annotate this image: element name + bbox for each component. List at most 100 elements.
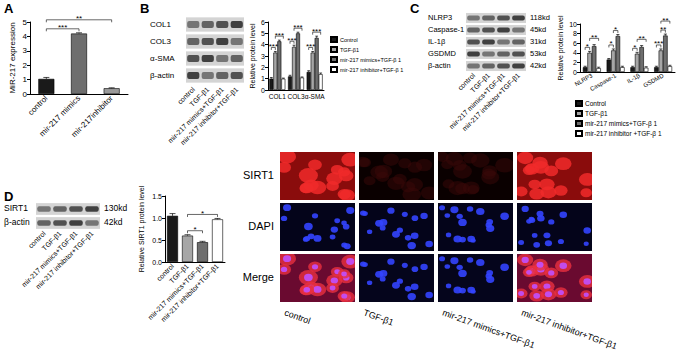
- svg-text:0.5: 0.5: [152, 237, 162, 244]
- svg-text:Control: Control: [340, 37, 358, 43]
- svg-text:**: **: [591, 33, 597, 42]
- svg-text:*: *: [610, 39, 613, 48]
- svg-text:Control: Control: [585, 100, 607, 107]
- svg-text:0: 0: [23, 90, 28, 99]
- svg-text:mir-217 mimics+TGF-β1: mir-217 mimics+TGF-β1: [147, 262, 206, 321]
- svg-text:Relative protein level: Relative protein level: [249, 23, 257, 88]
- svg-text:GSDMD: GSDMD: [642, 72, 665, 89]
- svg-text:Relative SIRT1 protein level: Relative SIRT1 protein level: [138, 185, 146, 272]
- svg-text:**: **: [662, 16, 668, 25]
- svg-text:COL3: COL3: [288, 93, 305, 100]
- svg-text:mir-217 mimics+TGF-β 1: mir-217 mimics+TGF-β 1: [585, 120, 658, 128]
- svg-text:42kd: 42kd: [530, 61, 546, 70]
- svg-text:42kd: 42kd: [104, 217, 123, 227]
- svg-text:mir-217 mimics+TGF-β1: mir-217 mimics+TGF-β1: [20, 230, 79, 289]
- svg-text:***: ***: [312, 27, 321, 36]
- svg-text:*: *: [201, 209, 204, 218]
- svg-text:3: 3: [23, 46, 28, 55]
- svg-text:*: *: [614, 25, 617, 34]
- svg-text:*: *: [193, 225, 196, 234]
- svg-text:DAPI: DAPI: [248, 220, 274, 232]
- svg-text:***: ***: [293, 23, 302, 32]
- svg-text:Caspase-1: Caspase-1: [589, 72, 618, 92]
- svg-text:45kd: 45kd: [530, 25, 546, 34]
- svg-text:10: 10: [569, 21, 577, 28]
- svg-text:5: 5: [23, 18, 28, 27]
- svg-text:***: ***: [287, 36, 296, 45]
- svg-text:mir-217 mimics+TGF-β1: mir-217 mimics+TGF-β1: [441, 307, 537, 351]
- svg-text:TGF-β1: TGF-β1: [340, 47, 359, 53]
- svg-text:8: 8: [573, 30, 577, 37]
- svg-text:31kd: 31kd: [530, 37, 546, 46]
- svg-text:118kd: 118kd: [530, 13, 550, 22]
- svg-text:A: A: [4, 1, 14, 16]
- svg-text:**: **: [660, 25, 666, 34]
- svg-text:6: 6: [573, 40, 577, 47]
- svg-text:0: 0: [261, 87, 265, 94]
- svg-text:β-actin: β-actin: [428, 61, 451, 70]
- svg-text:SIRT1: SIRT1: [243, 169, 274, 181]
- svg-text:COL1: COL1: [269, 93, 286, 100]
- svg-text:***: ***: [269, 42, 278, 51]
- svg-text:mir-217 mimics+TGF-β 1: mir-217 mimics+TGF-β 1: [340, 57, 401, 63]
- svg-text:***: ***: [306, 42, 315, 51]
- svg-text:4: 4: [573, 49, 577, 56]
- svg-text:MiR-217 expression: MiR-217 expression: [8, 22, 17, 93]
- svg-text:control: control: [283, 308, 312, 327]
- svg-text:TGF-β1: TGF-β1: [585, 110, 608, 118]
- svg-text:COL3: COL3: [150, 37, 171, 46]
- svg-text:***: ***: [654, 39, 663, 48]
- svg-text:COL1: COL1: [150, 20, 171, 29]
- svg-text:mir-217 inhibitor +TGF-β 1: mir-217 inhibitor +TGF-β 1: [585, 130, 662, 138]
- svg-text:NLRP3: NLRP3: [428, 13, 452, 22]
- svg-text:mir-217 inhibitor+TGF-β1: mir-217 inhibitor+TGF-β1: [520, 308, 618, 352]
- svg-text:2: 2: [261, 64, 265, 71]
- svg-text:***: ***: [275, 31, 284, 40]
- svg-text:1.0: 1.0: [152, 215, 162, 222]
- svg-text:**: **: [76, 14, 82, 23]
- svg-text:TGF-β1: TGF-β1: [362, 308, 395, 328]
- svg-text:**: **: [639, 34, 645, 43]
- svg-text:Caspase-1: Caspase-1: [428, 25, 464, 34]
- svg-text:mir-217 inhibitor+TGF-β 1: mir-217 inhibitor+TGF-β 1: [340, 67, 403, 73]
- svg-text:0: 0: [573, 69, 577, 76]
- svg-text:GSDMD: GSDMD: [428, 49, 457, 58]
- svg-text:Merge: Merge: [243, 271, 274, 283]
- svg-text:B: B: [140, 1, 149, 16]
- svg-text:mir-217 mimics+TGF-β1: mir-217 mimics+TGF-β1: [166, 86, 225, 145]
- svg-text:mir-217 inhibitor+TGF-β1: mir-217 inhibitor+TGF-β1: [461, 72, 522, 133]
- svg-text:53kd: 53kd: [530, 49, 546, 58]
- svg-text:*: *: [633, 43, 636, 52]
- svg-text:β-actin: β-actin: [150, 71, 174, 80]
- svg-text:1: 1: [261, 75, 265, 82]
- svg-text:α-SMA: α-SMA: [150, 54, 175, 63]
- svg-text:β-actin: β-actin: [4, 217, 30, 227]
- svg-text:IL-1β: IL-1β: [428, 37, 446, 46]
- svg-text:1: 1: [23, 75, 28, 84]
- svg-text:mir-217 mimics: mir-217 mimics: [37, 93, 83, 139]
- svg-text:1.5: 1.5: [152, 193, 162, 200]
- svg-text:6: 6: [261, 19, 265, 26]
- svg-text:130kd: 130kd: [104, 203, 127, 213]
- svg-text:mir-217 inhibitor+TGF-β1: mir-217 inhibitor+TGF-β1: [160, 262, 221, 323]
- svg-text:5: 5: [261, 30, 265, 37]
- svg-text:2: 2: [573, 59, 577, 66]
- svg-text:mir-217 inhibitor+TGF-β1: mir-217 inhibitor+TGF-β1: [179, 86, 240, 147]
- svg-text:4: 4: [23, 32, 28, 41]
- svg-text:3: 3: [261, 53, 265, 60]
- svg-text:control: control: [26, 94, 49, 117]
- svg-text:α-SMA: α-SMA: [305, 93, 326, 100]
- svg-text:mir-217 inhibitor+TGF-β1: mir-217 inhibitor+TGF-β1: [34, 230, 95, 291]
- svg-text:0.0: 0.0: [152, 259, 162, 266]
- svg-text:SIRT1: SIRT1: [4, 203, 28, 213]
- svg-text:4: 4: [261, 41, 265, 48]
- svg-text:C: C: [410, 1, 420, 16]
- svg-text:D: D: [4, 189, 13, 204]
- svg-text:Relative protein level: Relative protein level: [557, 15, 565, 80]
- svg-text:***: ***: [58, 23, 67, 32]
- svg-text:2: 2: [23, 61, 28, 70]
- svg-text:mir-217 mimics+TGF-β1: mir-217 mimics+TGF-β1: [448, 72, 507, 131]
- svg-text:IL-1β: IL-1β: [626, 72, 641, 84]
- svg-text:mir-217inhibitor: mir-217inhibitor: [70, 94, 116, 140]
- svg-text:*: *: [586, 42, 589, 51]
